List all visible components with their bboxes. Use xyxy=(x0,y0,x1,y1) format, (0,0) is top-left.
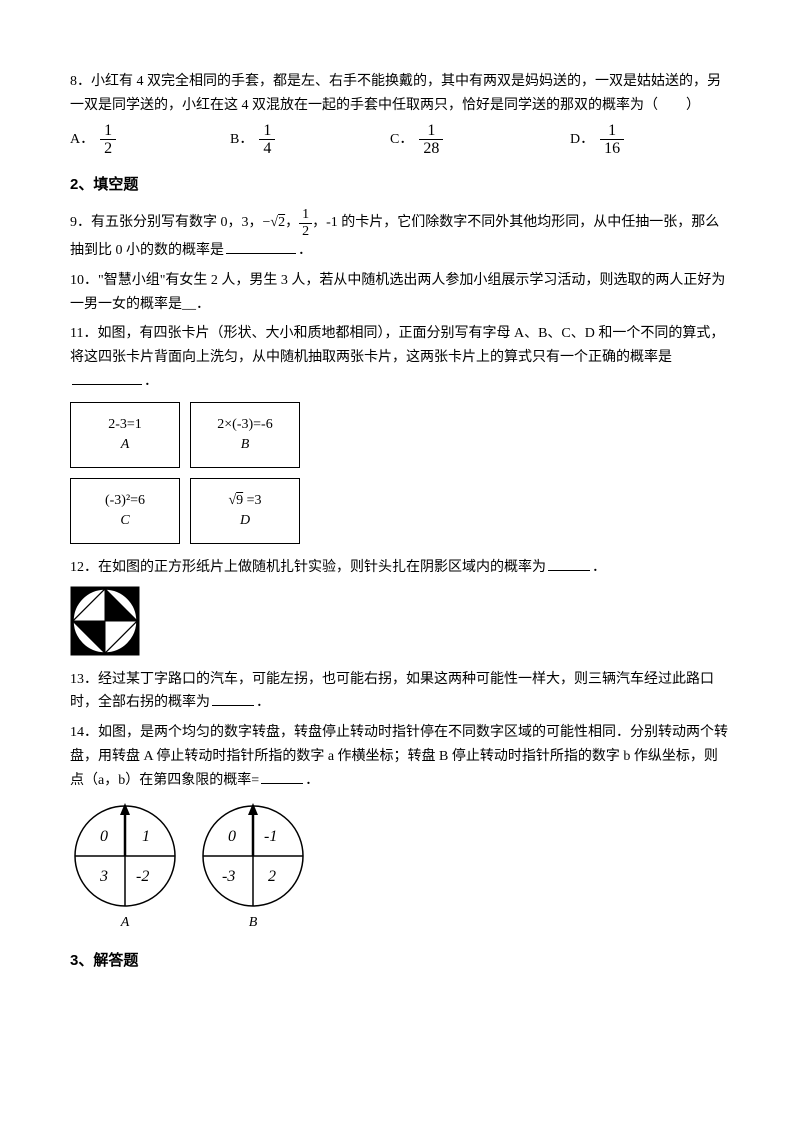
option-a-num: 1 xyxy=(100,122,116,140)
card-d-sqrt: √ xyxy=(228,493,236,508)
cards-row-2: (-3)²=6 C √9 =3 D xyxy=(70,478,730,544)
spinner-a-svg: 1 0 3 -2 xyxy=(70,801,180,911)
option-d: D． 1 16 xyxy=(570,122,730,158)
question-8-text: 8．小红有 4 双完全相同的手套，都是左、右手不能换戴的，其中有两双是妈妈送的，… xyxy=(70,70,730,118)
cards-row-1: 2-3=1 A 2×(-3)=-6 B xyxy=(70,402,730,468)
question-13: 13．经过某丁字路口的汽车，可能左拐，也可能右拐，如果这两种可能性一样大，则三辆… xyxy=(70,668,730,716)
option-d-num: 1 xyxy=(604,122,620,140)
option-b-num: 1 xyxy=(259,122,275,140)
q9-prefix: 9．有五张分别写有数字 0，3，− xyxy=(70,215,270,230)
q13-text: 13．经过某丁字路口的汽车，可能左拐，也可能右拐，如果这两种可能性一样大，则三辆… xyxy=(70,672,714,711)
q12-text: 12．在如图的正方形纸片上做随机扎针实验，则针头扎在阴影区域内的概率为 xyxy=(70,560,546,575)
option-c-den: 28 xyxy=(419,139,443,158)
question-12: 12．在如图的正方形纸片上做随机扎针实验，则针头扎在阴影区域内的概率为 ． xyxy=(70,556,730,656)
square-circle-svg xyxy=(70,586,140,656)
option-c-num: 1 xyxy=(423,122,439,140)
spinner-a-q1: 1 xyxy=(142,828,150,845)
card-c-expr: (-3)²=6 xyxy=(105,491,145,511)
question-10: 10．"智慧小组"有女生 2 人，男生 3 人，若从中随机选出两人参加小组展示学… xyxy=(70,269,730,317)
card-a: 2-3=1 A xyxy=(70,402,180,468)
spinners-figure: 1 0 3 -2 A -1 0 -3 2 B xyxy=(70,801,730,935)
q9-frac-num: 1 xyxy=(299,207,312,222)
q9-suffix: ． xyxy=(298,243,312,258)
question-14: 14．如图，是两个均匀的数字转盘，转盘停止转动时指针停在不同数字区域的可能性相同… xyxy=(70,721,730,934)
option-a-den: 2 xyxy=(100,139,116,158)
option-a-label: A． xyxy=(70,128,94,152)
q11-suffix: ． xyxy=(144,374,158,389)
card-d-expr: √9 =3 xyxy=(228,491,261,511)
q10-text: 10．"智慧小组"有女生 2 人，男生 3 人，若从中随机选出两人参加小组展示学… xyxy=(70,273,725,312)
section-2-title: 2、填空题 xyxy=(70,172,730,198)
spinner-a-wrap: 1 0 3 -2 A xyxy=(70,801,180,935)
q11-text: 11．如图，有四张卡片（形状、大小和质地都相同），正面分别写有字母 A、B、C、… xyxy=(70,326,724,365)
option-a: A． 1 2 xyxy=(70,122,230,158)
spinner-a-q3: 3 xyxy=(99,868,108,885)
q9-mid1: ， xyxy=(285,215,299,230)
q9-frac-den: 2 xyxy=(299,223,312,239)
section-3-title: 3、解答题 xyxy=(70,948,730,974)
option-b-den: 4 xyxy=(259,139,275,158)
blank-input[interactable] xyxy=(226,253,296,254)
option-b-frac: 1 4 xyxy=(259,122,275,158)
card-a-expr: 2-3=1 xyxy=(108,415,142,435)
spinner-b-q4: 2 xyxy=(268,868,276,885)
cards-grid: 2-3=1 A 2×(-3)=-6 B (-3)²=6 C √9 =3 D xyxy=(70,402,730,544)
spinner-a-q4: -2 xyxy=(136,868,149,885)
blank-input[interactable] xyxy=(212,705,254,706)
spinner-b-label: B xyxy=(249,911,258,935)
card-b: 2×(-3)=-6 B xyxy=(190,402,300,468)
card-d: √9 =3 D xyxy=(190,478,300,544)
question-8: 8．小红有 4 双完全相同的手套，都是左、右手不能换戴的，其中有两双是妈妈送的，… xyxy=(70,70,730,158)
card-b-label: B xyxy=(241,435,250,455)
spinner-b-q3: -3 xyxy=(222,868,235,885)
blank-input[interactable] xyxy=(261,783,303,784)
spinner-b-wrap: -1 0 -3 2 B xyxy=(198,801,308,935)
card-c-label: C xyxy=(120,511,129,531)
spinner-b-svg: -1 0 -3 2 xyxy=(198,801,308,911)
question-11: 11．如图，有四张卡片（形状、大小和质地都相同），正面分别写有字母 A、B、C、… xyxy=(70,322,730,543)
square-circle-figure xyxy=(70,586,140,656)
q12-suffix: ． xyxy=(592,560,606,575)
question-9: 9．有五张分别写有数字 0，3，−√2，12，-1 的卡片，它们除数字不同外其他… xyxy=(70,207,730,263)
option-d-den: 16 xyxy=(600,139,624,158)
q9-frac: 12 xyxy=(299,207,312,239)
q13-suffix: ． xyxy=(256,695,270,710)
option-c: C． 1 28 xyxy=(390,122,570,158)
option-b: B． 1 4 xyxy=(230,122,390,158)
card-c: (-3)²=6 C xyxy=(70,478,180,544)
card-b-expr: 2×(-3)=-6 xyxy=(217,415,272,435)
option-d-label: D． xyxy=(570,128,594,152)
q14-text: 14．如图，是两个均匀的数字转盘，转盘停止转动时指针停在不同数字区域的可能性相同… xyxy=(70,725,728,788)
question-8-options: A． 1 2 B． 1 4 C． 1 28 D． 1 16 xyxy=(70,122,730,158)
spinner-a-q2: 0 xyxy=(100,828,108,845)
spinner-a-label: A xyxy=(121,911,130,935)
option-b-label: B． xyxy=(230,128,253,152)
spinner-b-q2: 0 xyxy=(228,828,236,845)
option-c-frac: 1 28 xyxy=(419,122,443,158)
q14-suffix: ． xyxy=(305,773,319,788)
card-d-post: =3 xyxy=(243,493,261,508)
card-a-label: A xyxy=(121,435,130,455)
blank-input[interactable] xyxy=(548,570,590,571)
option-c-label: C． xyxy=(390,128,413,152)
spinner-b-q1: -1 xyxy=(264,828,277,845)
sqrt-icon: √2 xyxy=(270,215,285,230)
option-a-frac: 1 2 xyxy=(100,122,116,158)
blank-input[interactable] xyxy=(72,384,142,385)
card-d-label: D xyxy=(240,511,250,531)
option-d-frac: 1 16 xyxy=(600,122,624,158)
